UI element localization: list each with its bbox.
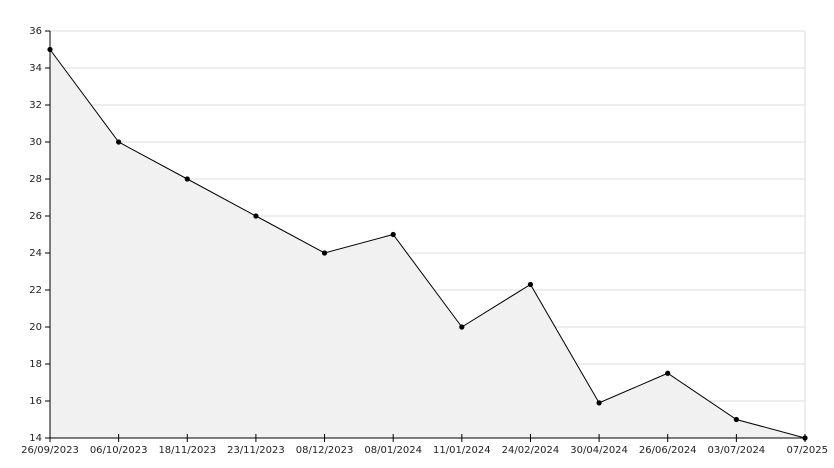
point [733, 416, 739, 423]
y-tick-label: 30 [29, 137, 42, 148]
area [50, 49, 805, 438]
x-tick-label: 23/11/2023 [227, 445, 285, 456]
y-tick-label: 22 [29, 285, 42, 296]
y-tick-label: 18 [29, 359, 42, 370]
x-tick-label: 26/09/2023 [21, 445, 79, 456]
point [459, 324, 465, 330]
point [527, 281, 534, 288]
x-tick-label: 03/07/2024 [708, 445, 766, 456]
point [184, 176, 190, 182]
y-tick-label: 26 [29, 211, 42, 222]
y-tick-label: 34 [29, 63, 42, 74]
line [49, 49, 806, 439]
x-tick-label: 18/11/2023 [158, 445, 216, 456]
y-tick-label: 24 [29, 248, 42, 259]
y-tick-label: 28 [29, 174, 42, 185]
x-tick-label: 11/01/2024 [433, 445, 491, 456]
x-tick-label: 06/10/2023 [90, 445, 148, 456]
point [596, 400, 602, 406]
point [253, 213, 259, 219]
x-tick-label: 08/01/2024 [364, 445, 422, 456]
y-tick-label: 14 [29, 433, 42, 444]
y-tick-label: 36 [29, 26, 42, 37]
x-tick-label: 26/06/2024 [639, 445, 697, 456]
x-tick-label: 08/12/2023 [296, 445, 354, 456]
x-tick-label: 07/2025 [786, 445, 828, 456]
y-tick-label: 20 [29, 322, 42, 333]
point [665, 370, 671, 376]
y-tick-label: 32 [29, 100, 42, 111]
x-tick-label: 24/02/2024 [502, 445, 560, 456]
point [321, 250, 328, 256]
point [116, 139, 122, 145]
y-tick-label: 16 [29, 396, 42, 407]
point [390, 231, 396, 238]
x-tick-label: 30/04/2024 [570, 445, 628, 456]
